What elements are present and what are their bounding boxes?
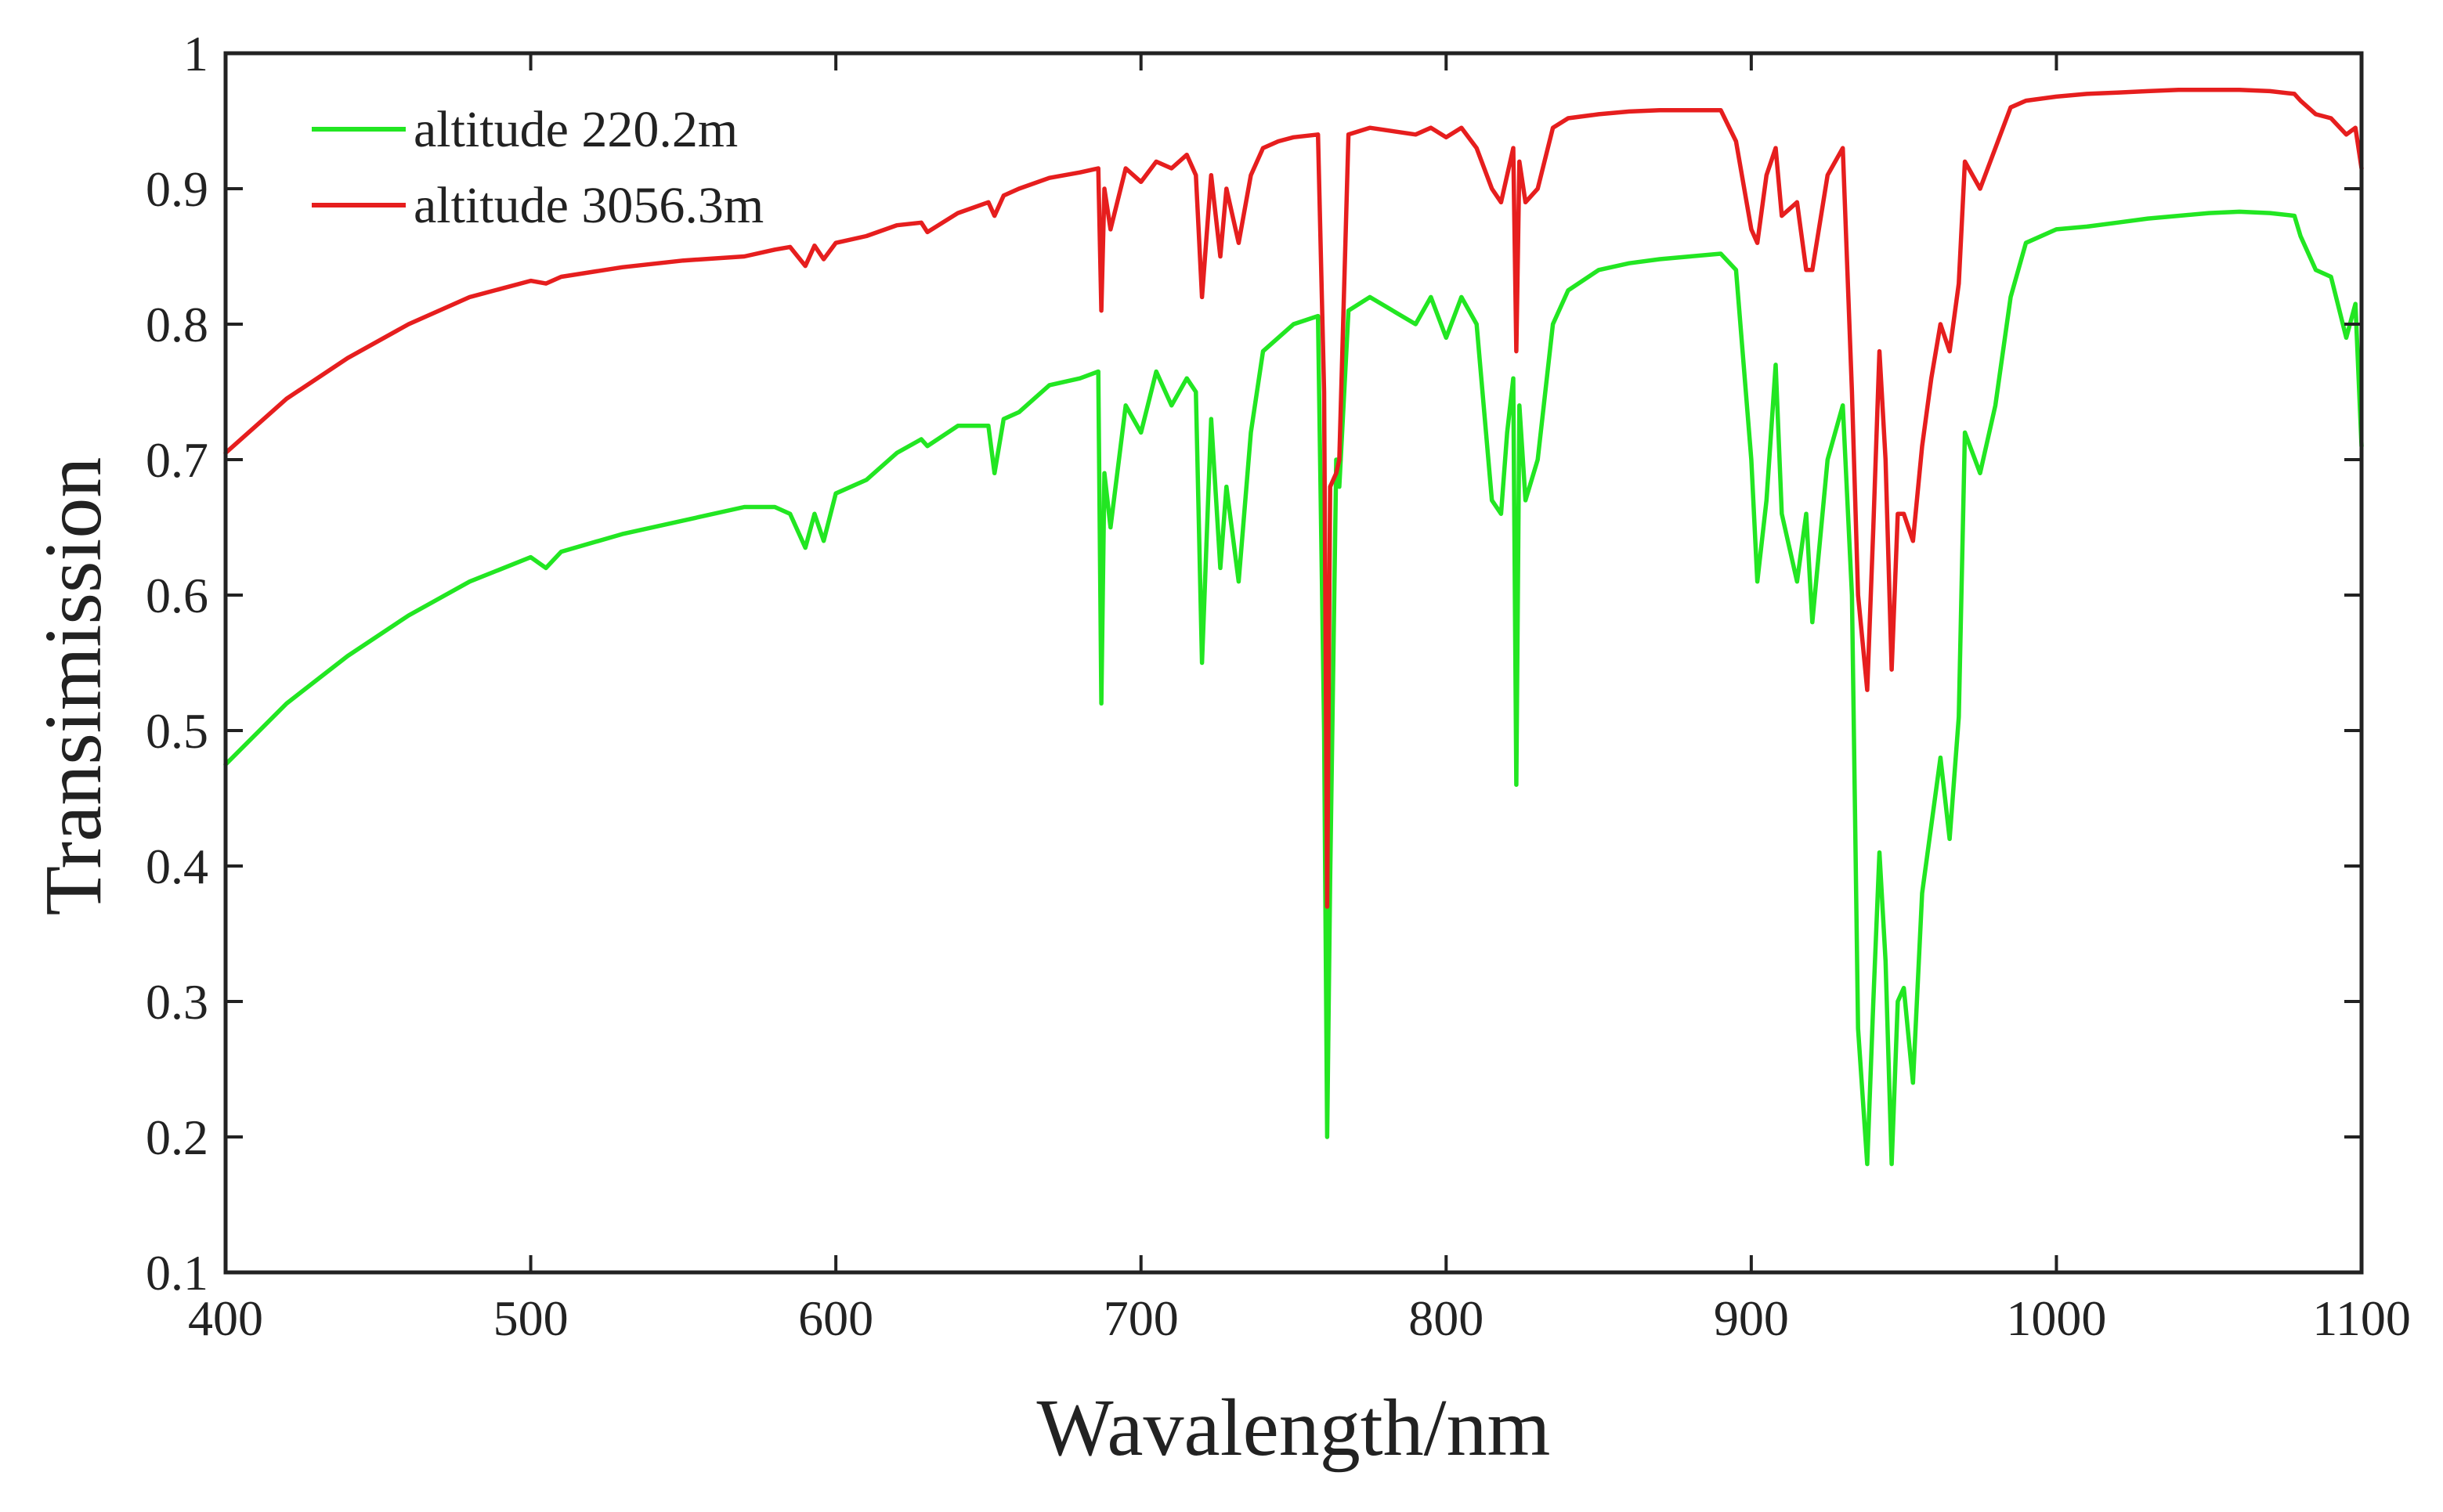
x-tick-label: 400 (188, 1290, 263, 1346)
y-tick-label: 0.5 (146, 703, 208, 759)
x-tick-label: 500 (493, 1290, 569, 1346)
y-tick-label: 0.8 (146, 297, 208, 352)
legend-label-2: altitude 3056.3m (414, 177, 764, 234)
legend: altitude 220.2m altitude 3056.3m (312, 101, 764, 234)
series-line-2 (223, 87, 2364, 909)
x-tick-label: 800 (1408, 1290, 1484, 1346)
y-tick-label: 0.3 (146, 974, 208, 1030)
x-axis-title: Wavalength/nm (1037, 1383, 1551, 1473)
y-tick-label: 0.9 (146, 161, 208, 217)
series-layer (223, 87, 2364, 1167)
y-tick-label: 0.6 (146, 568, 208, 623)
y-tick-label: 0.2 (146, 1110, 208, 1165)
x-tick-label: 1000 (2006, 1290, 2106, 1346)
y-tick-label: 0.7 (146, 432, 208, 488)
x-tick-label: 700 (1104, 1290, 1179, 1346)
y-tick-label: 1 (183, 26, 208, 81)
y-tick-label: 0.1 (146, 1245, 208, 1301)
x-tick-label: 1100 (2312, 1290, 2411, 1346)
plot-area-frame (223, 51, 2364, 1275)
tick-layer: 400 500 600 700 800 900 1000 1100 0.1 0.2 0.3 0.4 0.… (146, 26, 2411, 1346)
x-tick-label: 600 (798, 1290, 873, 1346)
y-axis-title: Transimission (28, 457, 118, 916)
legend-label-1: altitude 220.2m (414, 101, 738, 158)
series-line-1 (223, 209, 2364, 1167)
y-tick-label: 0.4 (146, 839, 208, 894)
x-tick-label: 900 (1714, 1290, 1789, 1346)
